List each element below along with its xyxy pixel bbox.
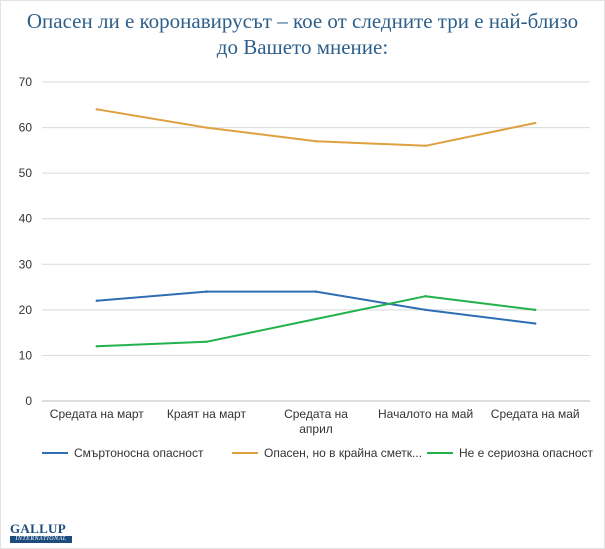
y-tick-label-30: 30 (19, 257, 33, 271)
data-point-series-2-1 (95, 108, 99, 111)
legend-item-series-3[interactable]: Не е сериозна опасност (427, 446, 593, 460)
chart-title-line-2: до Вашето мнение: (216, 35, 389, 59)
y-tick-label-40: 40 (19, 212, 33, 226)
line-chart: 0 10 20 30 40 50 60 70 Средата на март Краят на м… (19, 75, 590, 436)
data-point-series-3-5 (534, 308, 537, 312)
x-tick-label-1-line-1: Средата на март (50, 407, 145, 421)
y-tick-label-0: 0 (25, 394, 32, 408)
legend-item-series-1[interactable]: Смъртоносна опасност (42, 446, 203, 460)
x-tick-label-4: Началото на май (378, 407, 473, 421)
gallup-international-logo: GALLUP INTERNATIONAL (10, 522, 72, 544)
x-tick-label-5-line-1: Средата на май (491, 407, 580, 421)
x-tick-label-3-line-1: Средата на (284, 407, 348, 421)
data-point-series-2-2 (205, 126, 208, 129)
x-tick-label-2-line-1: Краят на март (167, 407, 247, 421)
legend-swatch-series-1 (42, 452, 68, 454)
logo-main-text: GALLUP (10, 521, 66, 536)
series-line-3 (95, 295, 537, 348)
logo-sub-text: INTERNATIONAL (10, 536, 72, 543)
y-tick-label-70: 70 (19, 75, 33, 89)
data-point-series-2-5 (534, 121, 537, 125)
chart-title: Опасен ли е коронавирусът – кое от следн… (0, 8, 605, 60)
x-tick-label-2: Краят на март (167, 407, 247, 421)
y-tick-label-20: 20 (19, 303, 33, 317)
data-point-series-3-4 (424, 294, 427, 298)
data-point-series-1-5 (534, 322, 537, 325)
data-point-series-1-4 (424, 308, 427, 312)
x-tick-label-3-line-2: април (299, 422, 333, 436)
data-point-series-1-3 (314, 290, 318, 293)
legend-item-series-2[interactable]: Опасен, но в крайна сметк... (232, 446, 422, 460)
data-point-series-2-3 (314, 140, 318, 143)
legend-label-series-1: Смъртоносна опасност (74, 446, 204, 460)
chart-legend: Смъртоносна опасност Опасен, но в крайна… (0, 446, 605, 464)
x-tick-label-1: Средата на март (50, 407, 145, 421)
legend-label-series-2: Опасен, но в крайна сметк... (264, 446, 423, 460)
legend-label-series-3: Не е сериозна опасност (459, 446, 594, 460)
x-tick-label-4-line-1: Началото на май (378, 407, 473, 421)
data-point-series-1-1 (95, 299, 99, 302)
data-point-series-3-1 (95, 345, 99, 348)
y-tick-label-50: 50 (19, 166, 33, 180)
legend-swatch-series-2 (232, 452, 258, 454)
y-tick-label-10: 10 (19, 348, 33, 362)
data-point-series-2-4 (424, 144, 427, 147)
chart-title-line-1: Опасен ли е коронавирусът – кое от следн… (26, 9, 579, 33)
data-point-series-1-2 (205, 290, 208, 293)
x-tick-label-5: Средата на май (491, 407, 580, 421)
data-point-series-3-3 (314, 317, 318, 321)
y-tick-label-60: 60 (19, 121, 33, 135)
legend-swatch-series-3 (427, 452, 453, 454)
x-tick-label-3: Средата на април (284, 407, 348, 436)
data-point-series-3-2 (205, 340, 208, 343)
